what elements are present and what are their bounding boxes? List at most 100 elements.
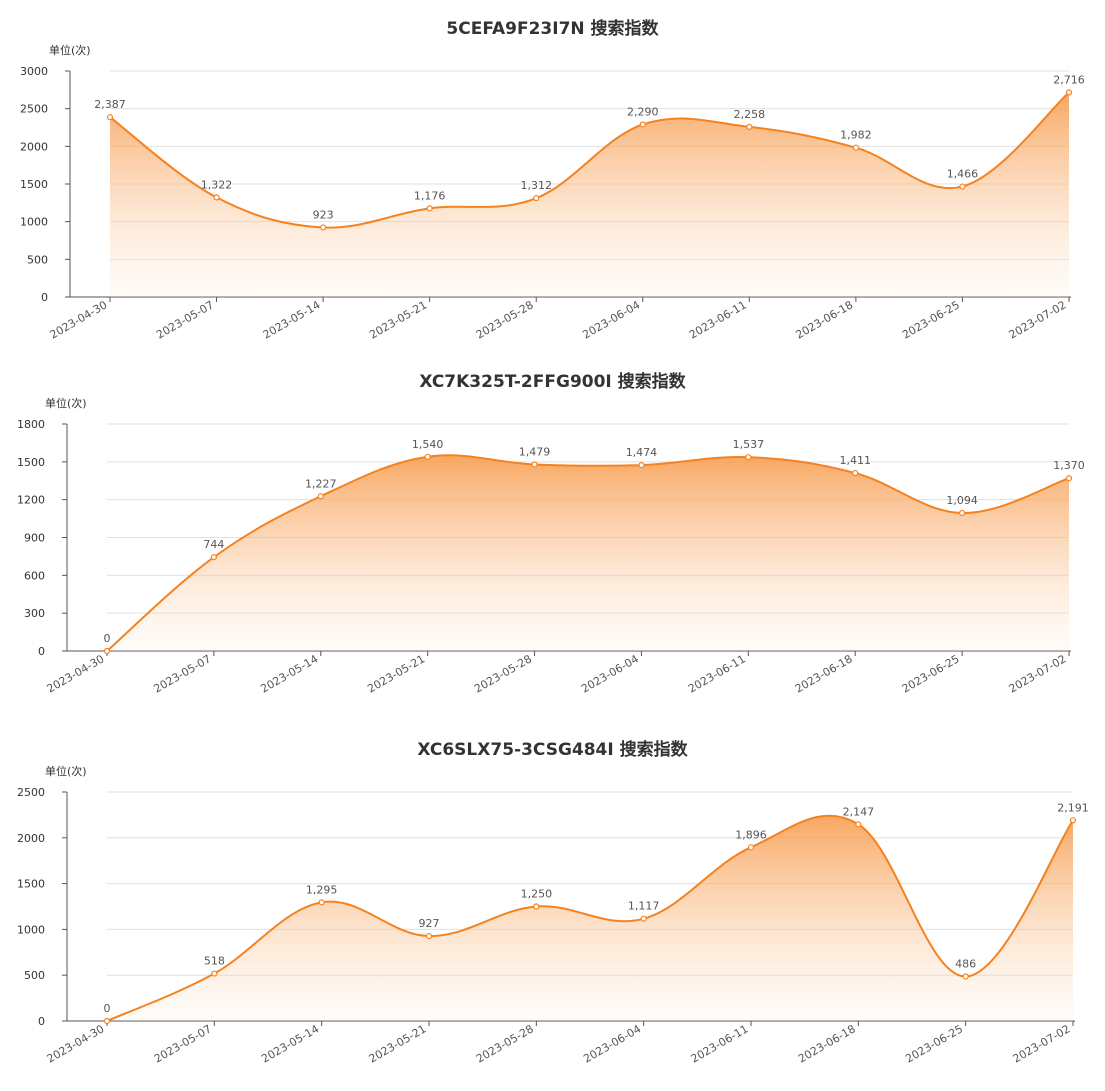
series-line (106, 814, 1074, 1022)
y-tick-label: 1000 (20, 216, 48, 229)
x-tick-label: 2023-06-11 (689, 1022, 751, 1065)
data-label: 1,896 (735, 828, 767, 841)
y-tick-label: 2000 (20, 140, 48, 153)
data-point (531, 461, 538, 468)
unit-label: 单位(次) (49, 44, 91, 57)
x-tick-label: 2023-04-30 (45, 652, 107, 695)
data-point (639, 121, 646, 128)
x-tick-label: 2023-05-07 (152, 652, 214, 695)
data-label: 2,147 (843, 805, 875, 818)
data-point (213, 194, 220, 201)
data-point (745, 454, 752, 461)
y-tick-label: 2500 (20, 103, 48, 116)
x-tick-label: 2023-06-25 (900, 652, 962, 695)
data-point (211, 970, 218, 977)
x-tick-label: 2023-05-21 (367, 298, 429, 341)
x-tick-label: 2023-05-28 (474, 298, 536, 341)
y-tick-label: 0 (38, 1015, 45, 1028)
x-tick-label: 2023-04-30 (48, 298, 110, 341)
data-point (746, 123, 753, 130)
data-point (320, 224, 327, 231)
y-tick-label: 2000 (17, 832, 45, 845)
data-point (424, 453, 431, 460)
x-tick-label: 2023-06-18 (796, 1022, 858, 1065)
data-point (106, 114, 114, 121)
data-point (959, 509, 966, 517)
data-point (1065, 89, 1073, 96)
data-label: 518 (204, 955, 225, 968)
unit-label: 单位(次) (45, 397, 87, 410)
x-tick-label: 2023-06-18 (793, 652, 855, 695)
chart-title: XC6SLX75-3CSG484I 搜索指数 (417, 740, 688, 760)
x-tick-label: 2023-06-04 (580, 298, 642, 341)
x-tick-label: 2023-05-28 (474, 1022, 536, 1065)
x-tick-label: 2023-06-25 (903, 1022, 965, 1065)
y-tick-label: 600 (24, 569, 45, 582)
data-label: 0 (104, 1002, 111, 1015)
y-tick-label: 1000 (17, 923, 45, 936)
x-tick-label: 2023-05-14 (261, 298, 323, 341)
x-tick-label: 2023-06-18 (794, 298, 856, 341)
chart-3: XC6SLX75-3CSG484I 搜索指数 单位(次) 0 500 1000 150… (0, 720, 1105, 1091)
data-point (425, 932, 433, 940)
x-tick-label: 2023-06-11 (686, 652, 748, 695)
x-tick-label: 2023-06-04 (579, 652, 641, 695)
x-tick-label: 2023-05-14 (258, 652, 320, 695)
data-point (747, 844, 755, 851)
data-label: 1,295 (306, 883, 338, 896)
series-line (109, 91, 1070, 229)
y-tick-label: 1200 (17, 494, 45, 507)
data-label: 1,540 (412, 438, 444, 451)
x-tick-label: 2023-07-02 (1011, 1022, 1073, 1065)
data-point (210, 554, 217, 561)
data-point (317, 493, 324, 500)
data-point (962, 973, 969, 980)
data-point (533, 903, 540, 910)
data-label: 1,479 (519, 445, 551, 458)
y-tick-label: 500 (27, 253, 48, 266)
data-point (640, 915, 647, 922)
y-tick-label: 1500 (20, 178, 48, 191)
data-label: 1,370 (1053, 459, 1085, 472)
chart-title: 5CEFA9F23I7N 搜索指数 (446, 19, 659, 39)
data-point (103, 1017, 111, 1025)
data-label: 0 (104, 632, 111, 645)
data-label: 2,716 (1053, 73, 1085, 86)
chart-title: XC7K325T-2FFG900I 搜索指数 (419, 372, 686, 392)
series-area (110, 92, 1069, 297)
y-tick-label: 1800 (17, 418, 45, 431)
data-point (318, 899, 325, 906)
y-tick-label: 0 (41, 291, 48, 304)
x-tick-label: 2023-04-30 (45, 1022, 107, 1065)
data-point (959, 183, 966, 190)
series-line (106, 454, 1070, 652)
data-point (426, 205, 433, 212)
data-label: 1,312 (520, 179, 552, 192)
x-tick-label: 2023-05-07 (154, 298, 216, 341)
data-label: 1,176 (414, 189, 446, 202)
y-tick-label: 2500 (17, 786, 45, 799)
series-area (107, 815, 1073, 1021)
data-point (638, 462, 645, 469)
y-tick-label: 1500 (17, 878, 45, 891)
data-label: 1,117 (628, 900, 660, 913)
data-label: 2,290 (627, 105, 659, 118)
data-label: 923 (313, 208, 334, 221)
x-tick-label: 2023-05-21 (367, 1022, 429, 1065)
data-label: 1,474 (626, 446, 658, 459)
series-area (107, 455, 1069, 651)
data-label: 1,094 (946, 494, 978, 507)
data-point (1065, 475, 1073, 482)
y-tick-label: 500 (24, 969, 45, 982)
chart-1: 5CEFA9F23I7N 搜索指数 单位(次) 0 500 1000 1500 2000… (0, 0, 1105, 355)
data-label: 1,411 (839, 454, 871, 467)
y-tick-label: 300 (24, 607, 45, 620)
y-tick-label: 0 (38, 645, 45, 658)
data-label: 1,250 (521, 888, 553, 901)
x-tick-label: 2023-06-25 (900, 298, 962, 341)
data-point (1069, 817, 1077, 824)
data-label: 744 (203, 538, 224, 551)
data-label: 2,258 (734, 108, 766, 121)
x-tick-label: 2023-05-07 (152, 1022, 214, 1065)
y-tick-label: 900 (24, 532, 45, 545)
